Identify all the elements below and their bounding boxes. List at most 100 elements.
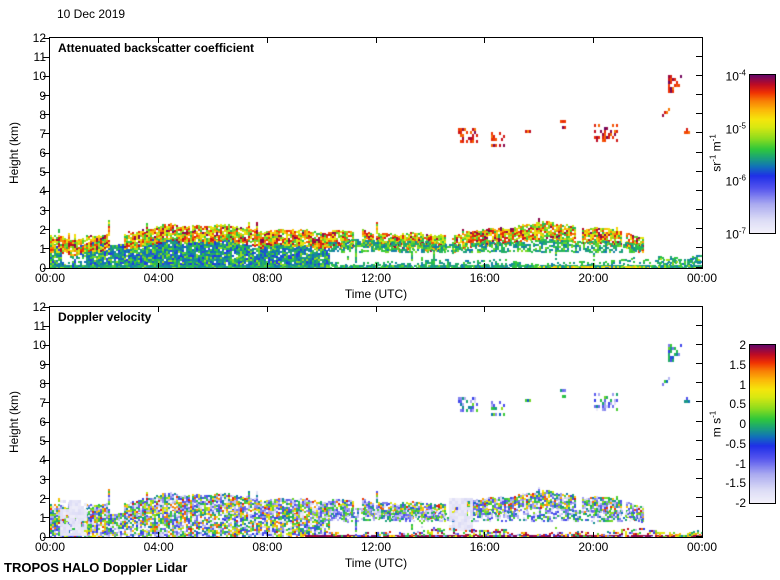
x-tick-mark-bottom <box>266 263 268 268</box>
y-tick-label: 8 <box>24 377 46 391</box>
y-tick-label: 4 <box>24 184 46 198</box>
x-tick-mark-bottom <box>592 263 594 268</box>
y-tick-mark <box>43 95 49 96</box>
x-tick-mark-bottom <box>484 263 486 268</box>
velocity-heatmap-canvas <box>50 307 702 537</box>
y-tick-mark-right <box>696 189 702 191</box>
y-tick-mark-right <box>696 458 702 460</box>
x-tick-label: 00:00 <box>686 540 718 554</box>
panel-backscatter: Attenuated backscatter coefficient <box>49 36 703 269</box>
y-tick-label: 2 <box>24 492 46 506</box>
y-tick-mark-right <box>696 266 702 268</box>
backscatter-heatmap-canvas <box>50 38 702 268</box>
y-tick-label: 5 <box>24 434 46 448</box>
colorbar-tick-label: 0.5 <box>729 397 746 412</box>
y-tick-mark <box>43 75 49 77</box>
y-tick-mark <box>43 267 49 269</box>
x-tick-mark-top <box>375 38 377 43</box>
y-tick-mark <box>43 498 49 500</box>
y-tick-mark-right <box>696 535 702 537</box>
y-tick-mark <box>43 210 49 211</box>
y-tick-mark-right <box>696 74 702 76</box>
x-axis-label-bottom: Time (UTC) <box>344 556 408 570</box>
y-axis-label-top: Height (km) <box>7 121 21 185</box>
y-tick-mark <box>43 517 49 519</box>
panel-title-backscatter: Attenuated backscatter coefficient <box>58 41 255 55</box>
x-tick-mark-bottom <box>158 532 160 537</box>
y-tick-mark-right <box>696 478 702 479</box>
x-tick-mark-top <box>592 307 594 312</box>
y-tick-mark <box>43 248 49 250</box>
y-tick-mark-right <box>696 324 702 326</box>
backscatter-colorbar <box>749 74 776 234</box>
y-axis-label-bottom: Height (km) <box>7 390 21 454</box>
y-tick-label: 8 <box>24 108 46 122</box>
y-tick-mark-right <box>696 401 702 403</box>
y-tick-mark-right <box>696 420 702 422</box>
backscatter-colorbar-unit: sr-1 m-1 <box>708 134 724 172</box>
y-tick-mark <box>43 37 49 39</box>
y-tick-label: 9 <box>24 89 46 103</box>
y-tick-mark-right <box>696 151 702 153</box>
y-tick-mark <box>43 190 49 192</box>
y-tick-mark <box>43 114 49 116</box>
y-tick-label: 10 <box>32 338 46 353</box>
y-tick-label: 4 <box>24 453 46 467</box>
y-tick-mark <box>43 383 49 385</box>
x-tick-mark-top <box>266 307 268 312</box>
colorbar-tick-label: 10-5 <box>725 121 746 137</box>
y-tick-mark-right <box>696 228 702 230</box>
y-tick-label: 7 <box>24 396 46 410</box>
y-tick-mark-right <box>696 343 702 345</box>
x-tick-mark-top <box>158 307 160 312</box>
x-tick-mark-top <box>592 38 594 43</box>
colorbar-tick-label: 2 <box>739 338 746 352</box>
y-tick-mark-right <box>696 113 702 115</box>
y-tick-label: 1 <box>24 511 46 525</box>
y-tick-label: 9 <box>24 358 46 372</box>
colorbar-tick-label: -1 <box>735 456 746 471</box>
y-tick-label: 7 <box>24 127 46 141</box>
y-tick-mark-right <box>696 170 702 172</box>
colorbar-tick-label: 10-6 <box>725 173 746 189</box>
x-tick-label: 00:00 <box>34 540 66 554</box>
y-tick-mark <box>43 133 49 135</box>
y-tick-mark <box>43 364 49 365</box>
x-tick-label: 04:00 <box>143 540 174 554</box>
y-tick-mark-right <box>696 132 702 134</box>
y-tick-label: 12 <box>32 300 46 314</box>
colorbar-tick-label: 0 <box>739 417 746 431</box>
y-tick-mark-right <box>696 439 702 441</box>
velocity-colorbar-unit: m s-1 <box>708 410 724 438</box>
instrument-footer: TROPOS HALO Doppler Lidar <box>4 560 188 575</box>
y-tick-label: 3 <box>24 473 46 487</box>
y-tick-label: 11 <box>33 319 46 334</box>
y-tick-mark-right <box>696 497 702 499</box>
x-tick-mark-bottom <box>158 263 160 268</box>
date-label: 10 Dec 2019 <box>57 7 126 21</box>
panel-velocity: Doppler velocity <box>49 305 703 538</box>
y-tick-mark-right <box>696 382 702 384</box>
x-tick-mark-bottom <box>375 263 377 268</box>
y-tick-mark-right <box>696 36 702 38</box>
colorbar-tick-label: 1.5 <box>729 357 746 372</box>
x-tick-mark-top <box>484 307 486 312</box>
y-tick-mark <box>43 171 49 173</box>
y-tick-label: 0 <box>24 530 46 544</box>
y-tick-label: 0 <box>24 261 46 275</box>
y-tick-mark <box>43 56 49 58</box>
y-tick-label: 6 <box>24 415 46 429</box>
x-tick-label: 20:00 <box>578 271 609 285</box>
x-tick-label: 12:00 <box>360 271 392 285</box>
y-tick-label: 6 <box>24 146 46 160</box>
y-tick-mark <box>43 325 49 327</box>
x-tick-mark-top <box>375 307 377 312</box>
x-tick-mark-top <box>266 38 268 43</box>
y-tick-mark <box>43 402 49 404</box>
x-tick-label: 12:00 <box>360 540 392 554</box>
x-tick-label: 08:00 <box>252 271 283 285</box>
x-tick-label: 16:00 <box>469 540 500 554</box>
backscatter-colorbar-gradient <box>750 75 775 233</box>
x-tick-label: 20:00 <box>578 540 609 554</box>
